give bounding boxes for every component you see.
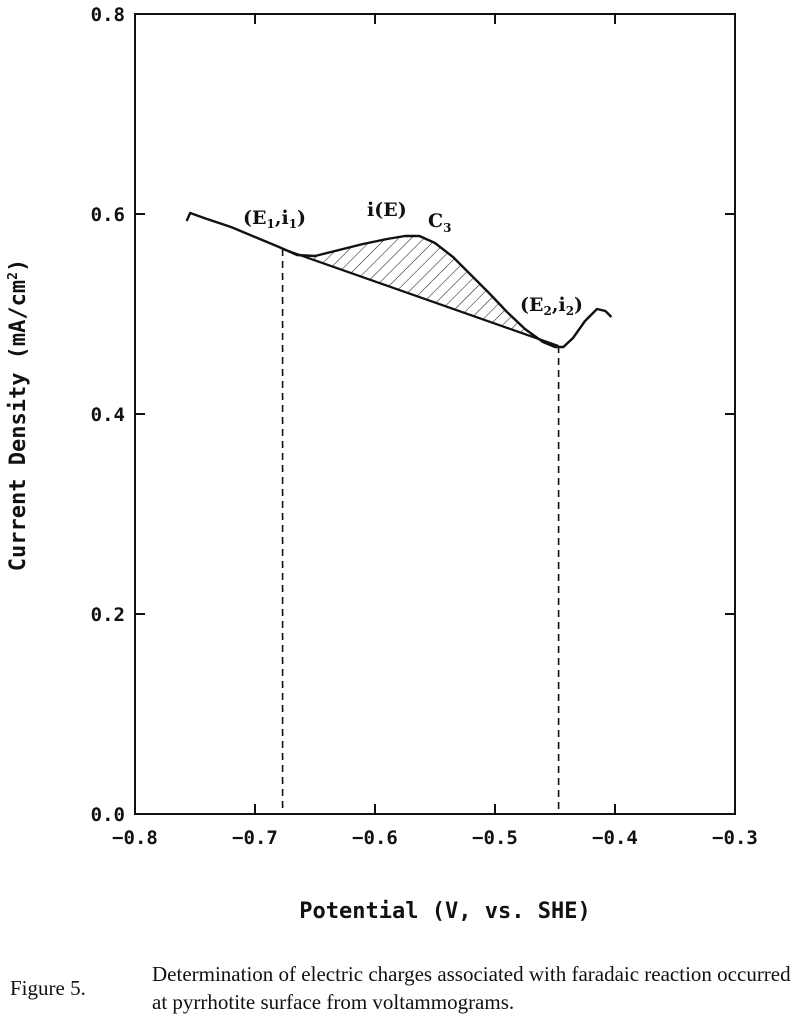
annotation-C3: C3	[428, 210, 451, 235]
annotation-E1-i1: (E1,i1)	[243, 207, 306, 231]
x-tick-label: −0.7	[232, 827, 278, 849]
y-tick-label: 0.6	[91, 204, 125, 226]
baseline-line	[282, 247, 559, 348]
figure-label: Figure 5.	[10, 976, 86, 1000]
x-tick-label: −0.4	[592, 827, 638, 849]
x-tick-label: −0.8	[112, 827, 158, 849]
x-axis-title: Potential (V, vs. SHE)	[299, 899, 590, 924]
annotation-E2-i2: (E2,i2)	[520, 294, 583, 318]
x-tick-label: −0.6	[352, 827, 398, 849]
annotation-iE: i(E)	[367, 199, 407, 221]
tick-labels: −0.8 −0.7 −0.6 −0.5 −0.4 −0.3 0.0 0.2 0.4 0.6 0.8	[91, 4, 758, 849]
figure-caption: Determination of electric charges associ…	[152, 962, 791, 1014]
y-tick-label: 0.0	[91, 804, 125, 826]
y-tick-label: 0.8	[91, 4, 125, 26]
series-line-iE	[185, 211, 613, 349]
guide-lines	[281, 249, 560, 814]
axes	[134, 13, 736, 815]
hatched-charge-area	[282, 236, 559, 347]
plot-frame	[134, 13, 736, 815]
x-tick-label: −0.5	[472, 827, 518, 849]
voltammogram-chart: −0.8 −0.7 −0.6 −0.5 −0.4 −0.30.00.20.40.60.8 …	[6, 4, 758, 924]
y-tick-label: 0.4	[91, 404, 125, 426]
y-axis-title: Current Density (mA/cm2)	[6, 259, 31, 571]
y-tick-label: 0.2	[91, 604, 125, 626]
x-tick-label: −0.3	[712, 827, 758, 849]
